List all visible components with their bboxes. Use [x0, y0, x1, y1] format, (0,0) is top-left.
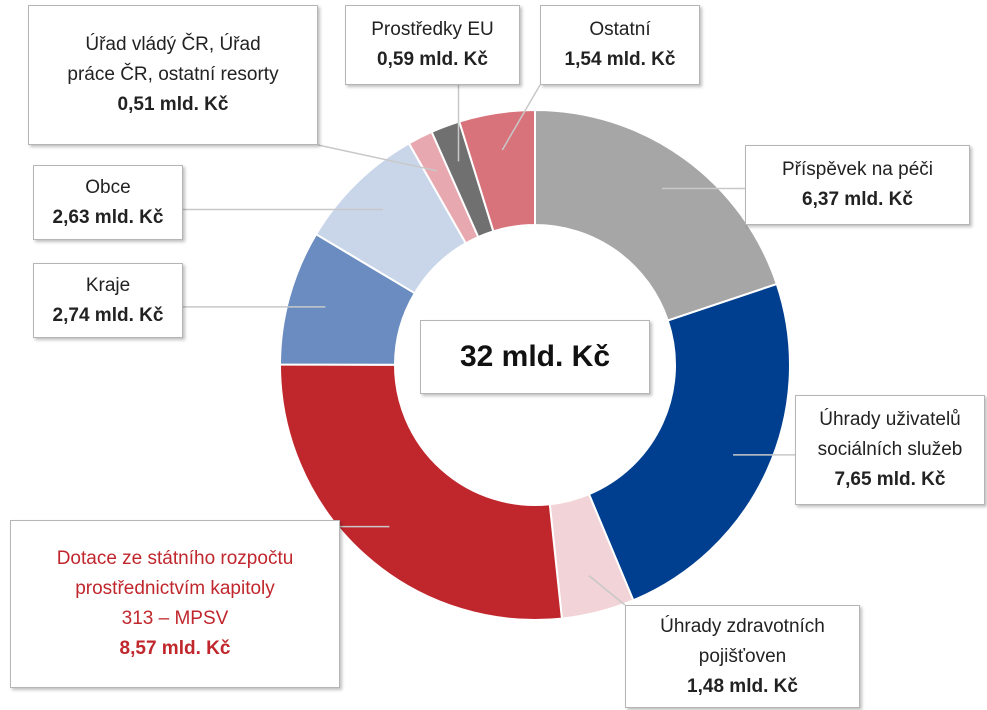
value-label: 1,54 mld. Kč — [564, 49, 676, 70]
donut-segment — [587, 282, 791, 602]
label-box: Úhrady uživatelů sociálních služeb 7,65 m… — [795, 395, 985, 505]
value-label: 0,51 mld. Kč — [117, 94, 229, 115]
value-label: 2,63 mld. Kč — [52, 206, 164, 228]
donut-segment — [534, 108, 779, 322]
center-label: 32 mld. Kč — [420, 320, 650, 394]
leader-line — [588, 575, 626, 606]
label-box: Úhrady zdravotních pojišťoven 1,48 mld. K… — [625, 605, 860, 708]
category-label: Prostředky EU — [371, 19, 494, 40]
category-label: Obce — [85, 176, 131, 198]
value-label: 2,74 mld. Kč — [52, 304, 164, 326]
category-label: Dotace ze státního rozpočtu prostřednict… — [56, 548, 294, 629]
category-label: Úřad vládý ČR, Úřad práce ČR, ostatní re… — [67, 34, 279, 85]
label-box: Příspěvek na péči 6,37 mld. Kč — [745, 145, 970, 225]
leader-line — [501, 84, 541, 151]
label-box: Úřad vládý ČR, Úřad práce ČR, ostatní re… — [28, 5, 318, 145]
label-box: Obce 2,63 mld. Kč — [33, 165, 183, 240]
value-label: 1,48 mld. Kč — [687, 675, 798, 697]
value-label: 7,65 mld. Kč — [834, 469, 946, 490]
category-label: Úhrady zdravotních pojišťoven — [660, 615, 825, 667]
donut-segment — [457, 108, 536, 233]
donut-segment — [278, 363, 564, 621]
value-label: 8,57 mld. Kč — [119, 638, 231, 659]
value-label: 0,59 mld. Kč — [377, 49, 488, 70]
category-label: Kraje — [85, 274, 131, 296]
label-box: Kraje 2,74 mld. Kč — [33, 263, 183, 338]
value-label: 6,37 mld. Kč — [802, 189, 913, 210]
label-box: Ostatní 1,54 mld. Kč — [540, 5, 700, 85]
label-box: Dotace ze státního rozpočtu prostřednict… — [10, 520, 340, 688]
label-box: Prostředky EU 0,59 mld. Kč — [345, 5, 520, 85]
leader-line — [317, 144, 438, 172]
category-label: Úhrady uživatelů sociálních služeb — [817, 409, 963, 460]
category-label: Ostatní — [589, 19, 651, 40]
category-label: Příspěvek na péči — [781, 159, 934, 180]
